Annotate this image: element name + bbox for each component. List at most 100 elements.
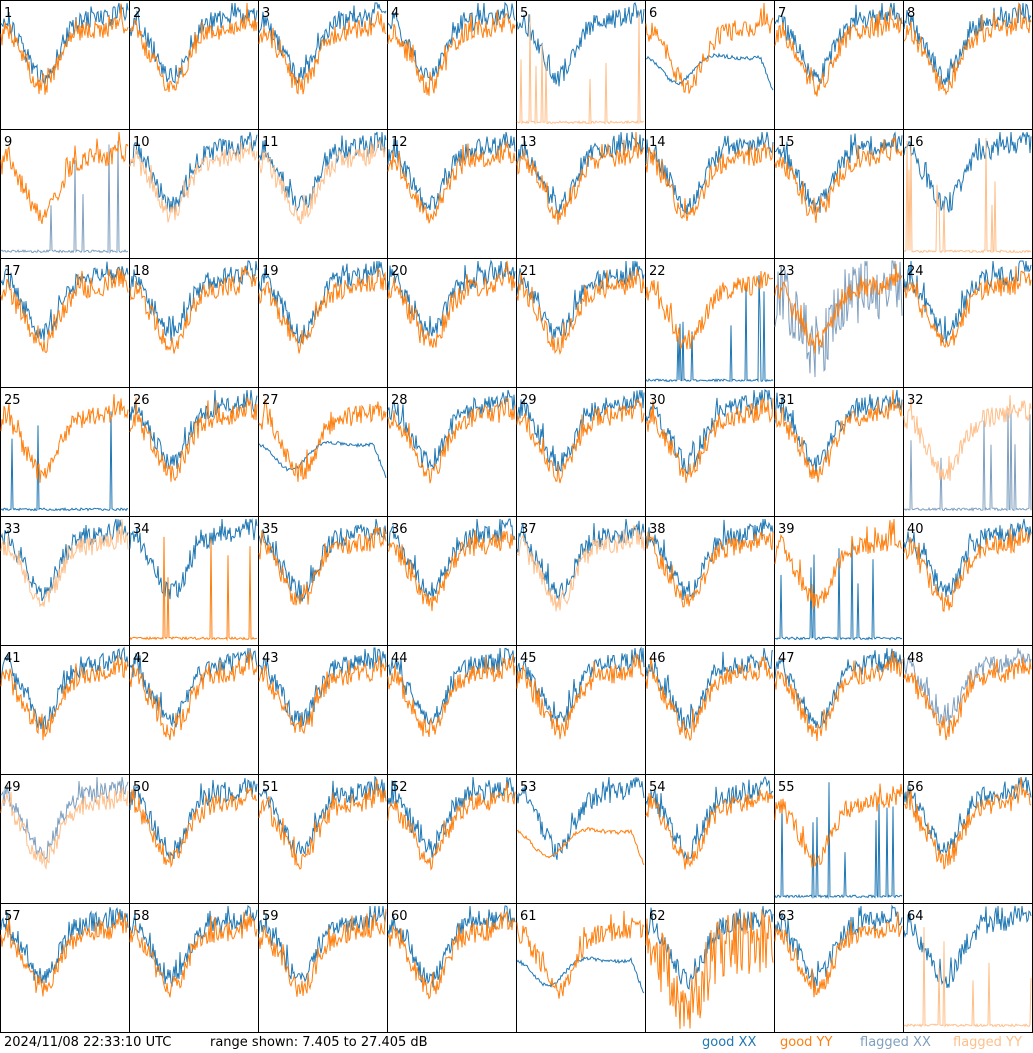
series-yy	[774, 650, 903, 742]
panel-label: 34	[133, 522, 150, 537]
series-xx	[387, 131, 516, 211]
series-xx	[903, 131, 1032, 213]
series-yy	[774, 263, 903, 354]
panel-label: 64	[907, 909, 924, 924]
series-xx	[645, 905, 774, 990]
series-xx	[903, 260, 1032, 343]
panel-3: 3	[258, 0, 388, 130]
series-yy	[258, 655, 387, 735]
panel-4: 4	[387, 0, 517, 130]
panel-14: 14	[645, 129, 775, 259]
series-yy	[903, 266, 1032, 349]
series-yy	[0, 267, 129, 354]
series-xx	[903, 776, 1032, 855]
series-yy	[258, 779, 387, 870]
panel-label: 55	[778, 780, 795, 795]
series-yy	[129, 787, 258, 868]
panel-15: 15	[774, 129, 904, 259]
panel-label: 37	[520, 522, 537, 537]
panel-57: 57	[0, 903, 130, 1033]
series-yy	[129, 536, 257, 642]
series-yy	[387, 140, 516, 224]
series-yy	[258, 11, 387, 95]
series-xx	[516, 776, 645, 860]
series-xx	[645, 52, 774, 91]
panel-frame	[129, 0, 259, 130]
series-yy	[0, 3, 129, 95]
series-xx	[516, 131, 645, 216]
series-yy	[0, 518, 129, 608]
panel-label: 9	[4, 135, 12, 150]
series-xx	[129, 2, 258, 84]
panel-62: 62	[645, 903, 775, 1033]
panel-label: 13	[520, 135, 537, 150]
panel-label: 59	[262, 909, 279, 924]
series-yy	[129, 2, 258, 93]
panel-18: 18	[129, 258, 259, 388]
panel-27: 27	[258, 387, 388, 517]
panel-35: 35	[258, 516, 388, 646]
panel-42: 42	[129, 645, 259, 775]
series-xx	[0, 2, 129, 85]
series-xx	[0, 140, 129, 255]
panel-48: 48	[903, 645, 1033, 775]
panel-7: 7	[774, 0, 904, 130]
series-yy	[516, 398, 645, 484]
panel-13: 13	[516, 129, 646, 259]
panel-label: 14	[649, 135, 666, 150]
series-yy	[516, 131, 645, 225]
panel-label: 49	[4, 780, 21, 795]
panel-label: 1	[4, 6, 12, 21]
panel-frame	[903, 0, 1033, 130]
series-yy	[387, 909, 516, 1000]
panel-label: 38	[649, 522, 666, 537]
series-xx	[645, 275, 774, 383]
series-yy	[387, 781, 516, 871]
panel-63: 63	[774, 903, 904, 1033]
panel-24: 24	[903, 258, 1033, 388]
panel-22: 22	[645, 258, 775, 388]
panel-17: 17	[0, 258, 130, 388]
series-yy	[774, 389, 903, 483]
series-xx	[0, 646, 129, 730]
panel-59: 59	[258, 903, 388, 1033]
series-xx	[516, 2, 645, 87]
panel-label: 61	[520, 909, 537, 924]
series-xx	[774, 904, 903, 988]
panel-label: 3	[262, 6, 270, 21]
panel-5: 5	[516, 0, 646, 130]
series-yy	[645, 270, 774, 350]
legend-flagged-yy: flagged YY	[953, 1035, 1022, 1050]
panel-label: 48	[907, 651, 924, 666]
series-yy	[645, 142, 774, 221]
panel-1: 1	[0, 0, 130, 130]
panel-label: 24	[907, 264, 924, 279]
series-xx	[258, 440, 387, 478]
panel-52: 52	[387, 774, 517, 904]
panel-50: 50	[129, 774, 259, 904]
panel-29: 29	[516, 387, 646, 517]
series-xx	[258, 775, 387, 859]
panel-33: 33	[0, 516, 130, 646]
series-yy	[903, 927, 1032, 1028]
panel-label: 41	[4, 651, 21, 666]
series-yy	[645, 789, 774, 870]
panel-label: 51	[262, 780, 279, 795]
series-xx	[0, 261, 129, 341]
panel-label: 44	[391, 651, 408, 666]
series-yy	[774, 911, 903, 998]
panel-label: 19	[262, 264, 279, 279]
series-xx	[129, 260, 258, 342]
panel-label: 46	[649, 651, 666, 666]
panel-10: 10	[129, 129, 259, 259]
series-xx	[645, 647, 773, 733]
panel-label: 60	[391, 909, 408, 924]
series-yy	[258, 267, 387, 354]
panel-label: 32	[907, 393, 924, 408]
panel-45: 45	[516, 645, 646, 775]
series-xx	[516, 389, 645, 472]
panel-label: 35	[262, 522, 279, 537]
series-xx	[645, 518, 774, 601]
panel-49: 49	[0, 774, 130, 904]
